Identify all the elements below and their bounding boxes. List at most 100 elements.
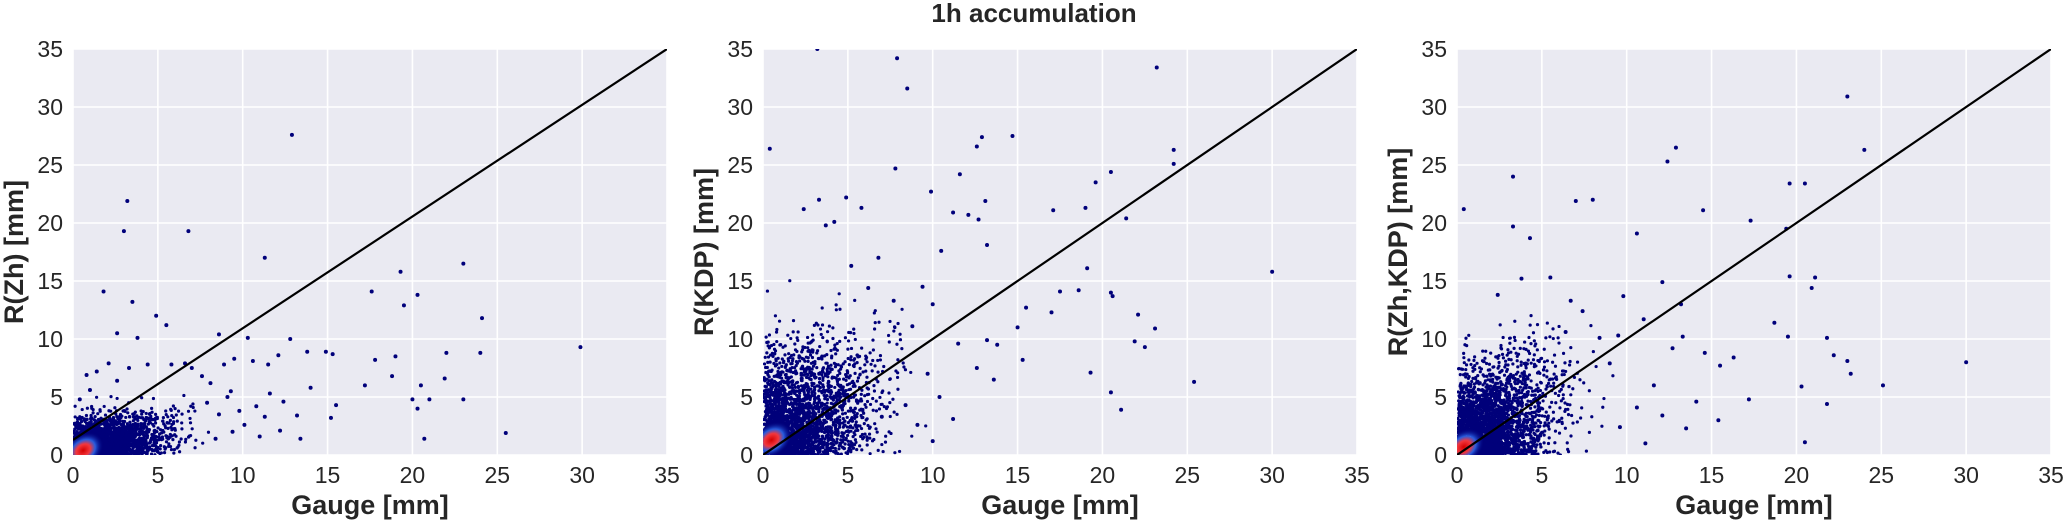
scatter-point [133,444,137,448]
scatter-point [849,346,854,351]
scatter-point [128,452,133,455]
scatter-point [84,413,89,418]
scatter-point [113,421,117,426]
scatter-point [828,425,832,429]
scatter-point [837,425,842,429]
scatter-point [854,429,858,433]
density-peak [73,432,104,455]
scatter-point [780,364,784,369]
scatter-point [835,437,839,441]
scatter-point [89,421,93,426]
scatter-point [91,411,95,415]
scatter-point [852,358,856,362]
scatter-point [136,445,140,450]
scatter-point [773,399,777,403]
scatter-point [169,362,174,367]
scatter-point [150,448,155,453]
scatter-point [841,403,845,408]
scatter-point [146,416,151,421]
scatter-point [288,337,293,341]
scatter-point [865,360,869,364]
scatter-point [216,412,221,417]
scatter-point [806,385,810,389]
scatter-point [85,417,89,421]
scatter-point [817,434,821,438]
scatter-point [187,434,191,438]
scatter-point [128,420,132,424]
scatter-point [830,354,834,358]
scatter-point [831,326,835,330]
scatter-point [194,438,198,442]
scatter-point [769,381,773,385]
scatter-point [818,327,823,331]
scatter-point [128,435,132,439]
scatter-point [179,437,183,441]
scatter-point [841,417,845,421]
scatter-point [104,420,108,424]
figure-title: 1h accumulation [931,0,1136,28]
scatter-point [789,362,793,366]
scatter-point [82,418,87,422]
y-tick-label: 30 [37,94,63,120]
y-tick-label: 15 [37,268,63,294]
scatter-point [845,415,849,419]
scatter-point [121,452,125,455]
scatter-point [790,383,794,387]
scatter-point [841,440,845,444]
scatter-point [117,431,121,436]
scatter-point [849,440,853,444]
scatter-point [888,414,892,419]
scatter-point [806,341,810,345]
scatter-point [139,416,143,420]
scatter-point [166,415,170,419]
scatter-point [789,375,793,379]
scatter-point [124,432,128,436]
scatter-point [120,431,125,435]
scatter-point [262,414,267,419]
scatter-point [161,415,165,420]
scatter-point [823,372,828,376]
scatter-point [108,422,113,427]
scatter-point [175,419,179,423]
scatter-point [176,409,181,413]
scatter-point [833,365,838,369]
scatter-point [778,361,782,365]
scatter-point [791,357,795,361]
scatter-point [846,347,850,351]
scatter-point [180,412,184,416]
scatter-point [843,336,848,340]
scatter-point [80,407,84,412]
scatter-point [864,369,868,373]
scatter-point [793,385,797,389]
scatter-point [162,430,166,434]
scatter-point [186,229,191,234]
scatter-point [766,355,771,359]
scatter-point [849,406,853,410]
scatter-point [267,391,272,396]
scatter-point [137,427,141,431]
scatter-point [166,421,170,425]
scatter-point [808,350,812,354]
scatter-point [794,381,799,385]
scatter-point [843,442,847,446]
scatter-point [148,440,152,444]
scatter-point [882,405,886,409]
scatter-point [817,380,822,384]
scatter-point [107,431,111,435]
scatter-point [763,416,767,420]
scatter-point [168,418,172,422]
scatter-point [427,397,432,402]
scatter-point [85,406,89,410]
scatter-point [795,361,799,365]
scatter-point [849,355,853,359]
scatter-point [127,414,132,419]
scatter-point [373,357,378,362]
scatter-point [844,393,848,397]
x-tick-label: 25 [484,462,510,488]
scatter-point [813,437,817,441]
scatter-point [84,372,89,377]
scatter-point [871,396,875,401]
scatter-point [790,402,794,406]
scatter-point [208,381,213,386]
